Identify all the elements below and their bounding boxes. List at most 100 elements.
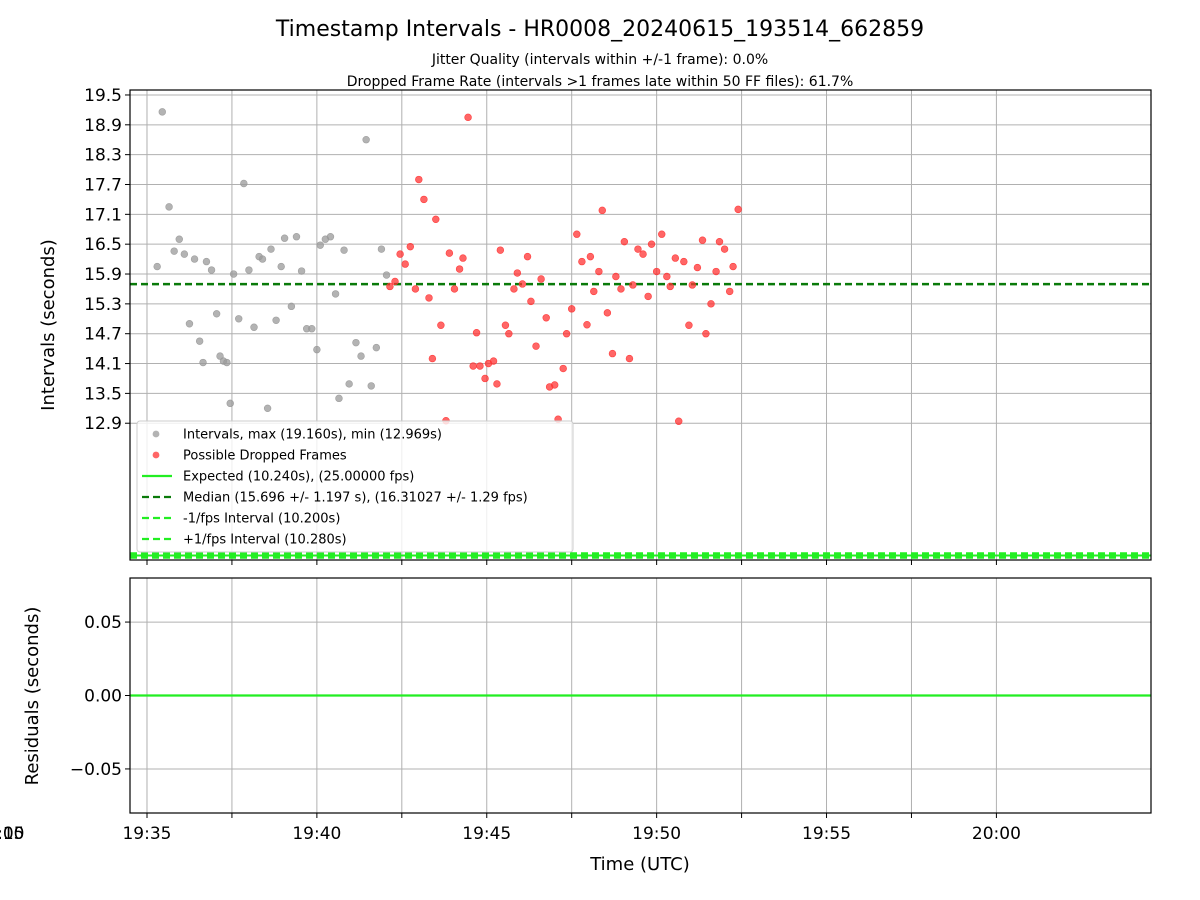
data-point xyxy=(437,321,445,329)
data-point xyxy=(345,380,353,388)
bottom-x-tick-label: 19:35 xyxy=(122,824,171,844)
data-point xyxy=(663,272,671,281)
data-point xyxy=(372,343,381,352)
data-point xyxy=(523,252,532,261)
data-point xyxy=(680,257,688,266)
data-point xyxy=(362,136,370,144)
data-point xyxy=(455,265,464,273)
top-plot-frame xyxy=(129,89,1152,561)
data-point xyxy=(272,316,280,324)
data-point xyxy=(202,257,211,266)
data-point xyxy=(212,310,221,318)
data-point xyxy=(277,262,285,271)
data-point xyxy=(445,249,454,257)
top-y-tick-label: 16.5 xyxy=(84,235,122,255)
data-point xyxy=(340,246,348,254)
data-point xyxy=(153,262,161,271)
data-point xyxy=(493,380,501,388)
data-point xyxy=(693,263,702,272)
data-point xyxy=(496,246,505,254)
bottom-x-tick-label: 19:40 xyxy=(292,824,341,844)
data-point xyxy=(583,321,591,329)
top-y-tick-label: 15.3 xyxy=(84,295,122,315)
data-point xyxy=(671,254,680,262)
top-y-tick-label: 14.1 xyxy=(84,355,122,375)
data-point xyxy=(367,382,375,390)
data-point xyxy=(195,337,204,345)
data-point xyxy=(666,282,674,291)
top-x-ticks xyxy=(146,560,997,565)
data-point xyxy=(537,275,545,283)
bottom-x-tick-label: 20:00 xyxy=(972,824,1021,844)
legend: Intervals, max (19.160s), min (12.969s) P… xyxy=(136,420,574,553)
data-point xyxy=(313,345,321,354)
data-point xyxy=(567,305,576,313)
data-point xyxy=(450,285,459,293)
data-point xyxy=(223,358,231,367)
data-point xyxy=(382,271,391,279)
chart-subtitle-jitter: Jitter Quality (intervals within +/-1 fr… xyxy=(431,52,768,68)
data-point xyxy=(489,357,498,365)
legend-label: -1/fps Interval (10.200s) xyxy=(183,512,340,527)
data-point xyxy=(158,108,166,116)
data-point xyxy=(712,267,720,276)
bottom-x-tick-label: 20:05 xyxy=(0,824,25,844)
data-point xyxy=(185,320,194,328)
top-points xyxy=(153,108,742,425)
data-point xyxy=(267,245,275,253)
top-y-tick-label: 19.5 xyxy=(84,86,122,106)
data-point xyxy=(639,250,647,258)
data-point xyxy=(688,281,697,289)
data-point xyxy=(432,215,440,224)
data-point xyxy=(702,330,710,338)
top-lines xyxy=(130,282,1151,559)
data-point xyxy=(165,203,173,211)
data-point xyxy=(326,233,335,241)
chart-title: Timestamp Intervals - HR0008_20240615_19… xyxy=(275,17,924,42)
data-point xyxy=(292,233,301,241)
data-point xyxy=(590,287,598,296)
bottom-x-ticks: 19:35 19:40 19:45 19:50 19:55 20:00 20:0520:10 xyxy=(0,813,1021,844)
data-point xyxy=(542,314,550,322)
top-y-tick-label: 15.9 xyxy=(84,265,122,285)
data-point xyxy=(476,362,484,370)
data-point xyxy=(734,205,742,214)
data-point xyxy=(685,321,693,329)
data-point xyxy=(612,272,620,281)
data-point xyxy=(316,241,324,249)
top-y-tick-label: 17.1 xyxy=(84,205,122,225)
bottom-y-axis-label: Residuals (seconds) xyxy=(22,607,43,786)
data-point xyxy=(472,329,481,337)
data-point xyxy=(595,267,603,276)
data-point xyxy=(658,230,666,238)
data-point xyxy=(357,352,365,360)
top-y-tick-label: 18.9 xyxy=(84,116,122,136)
bottom-y-tick-label: 0.05 xyxy=(84,613,122,633)
legend-label: Median (15.696 +/- 1.197 s), (16.31027 +… xyxy=(183,491,528,506)
data-point xyxy=(377,245,386,253)
bottom-y-tick-label: 0.00 xyxy=(84,687,122,707)
data-point xyxy=(629,281,637,289)
data-point xyxy=(513,269,522,277)
data-point xyxy=(280,234,289,242)
data-point xyxy=(573,230,581,238)
data-point xyxy=(464,113,472,122)
x-axis-label: Time (UTC) xyxy=(589,854,690,875)
data-point xyxy=(258,255,267,263)
top-y-axis-label: Intervals (seconds) xyxy=(38,239,59,411)
data-point xyxy=(559,364,567,373)
data-point xyxy=(428,354,437,363)
data-point xyxy=(459,254,467,262)
legend-label: Possible Dropped Frames xyxy=(183,449,347,464)
data-point xyxy=(720,245,729,253)
data-point xyxy=(505,330,513,338)
data-point xyxy=(647,240,656,248)
bottom-x-tick-label: 20:10 xyxy=(0,824,25,844)
legend-label: +1/fps Interval (10.280s) xyxy=(183,533,347,548)
data-point xyxy=(180,250,189,258)
data-point xyxy=(297,267,306,275)
data-point xyxy=(331,290,340,298)
top-y-tick-label: 17.7 xyxy=(84,175,122,195)
data-point xyxy=(527,297,535,306)
data-point xyxy=(562,330,571,338)
